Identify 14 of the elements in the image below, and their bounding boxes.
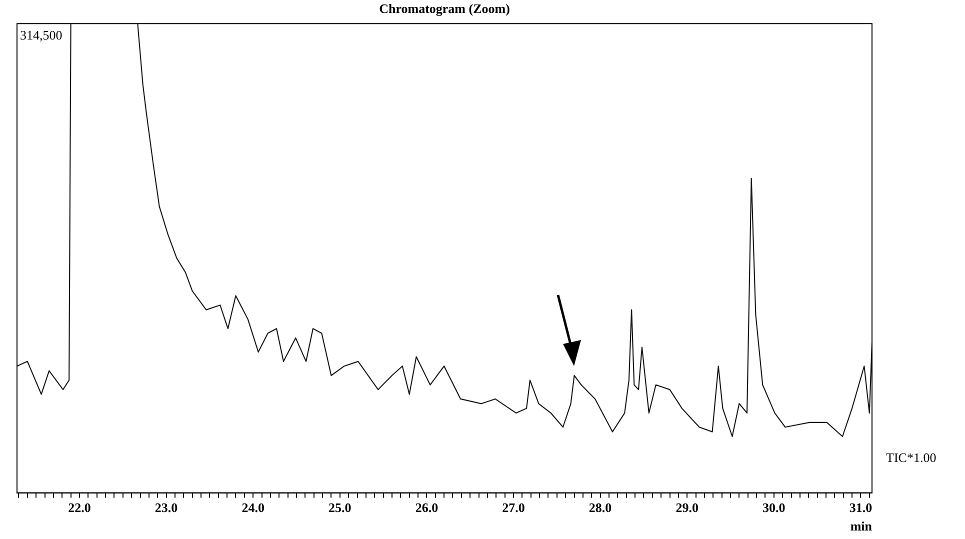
x-tick-label: 25.0 xyxy=(328,500,352,515)
x-tick-label: 29.0 xyxy=(676,500,698,515)
x-tick-label: 27.0 xyxy=(502,500,525,515)
x-tick-label: 30.0 xyxy=(762,500,786,515)
x-tick-label: 24.0 xyxy=(242,500,264,515)
x-tick-label: 28.0 xyxy=(588,500,612,515)
x-tick-label: 23.0 xyxy=(154,500,178,515)
chart-title: Chromatogram (Zoom) xyxy=(379,1,510,16)
text: TIC*1.00 xyxy=(886,450,936,466)
x-tick-label: 26.0 xyxy=(415,500,438,515)
x-axis-title: min xyxy=(850,518,873,534)
x-tick-label: 31.0 xyxy=(849,500,872,515)
annotation: 314,500 xyxy=(20,28,62,43)
x-tick-label: 22.0 xyxy=(68,500,91,515)
